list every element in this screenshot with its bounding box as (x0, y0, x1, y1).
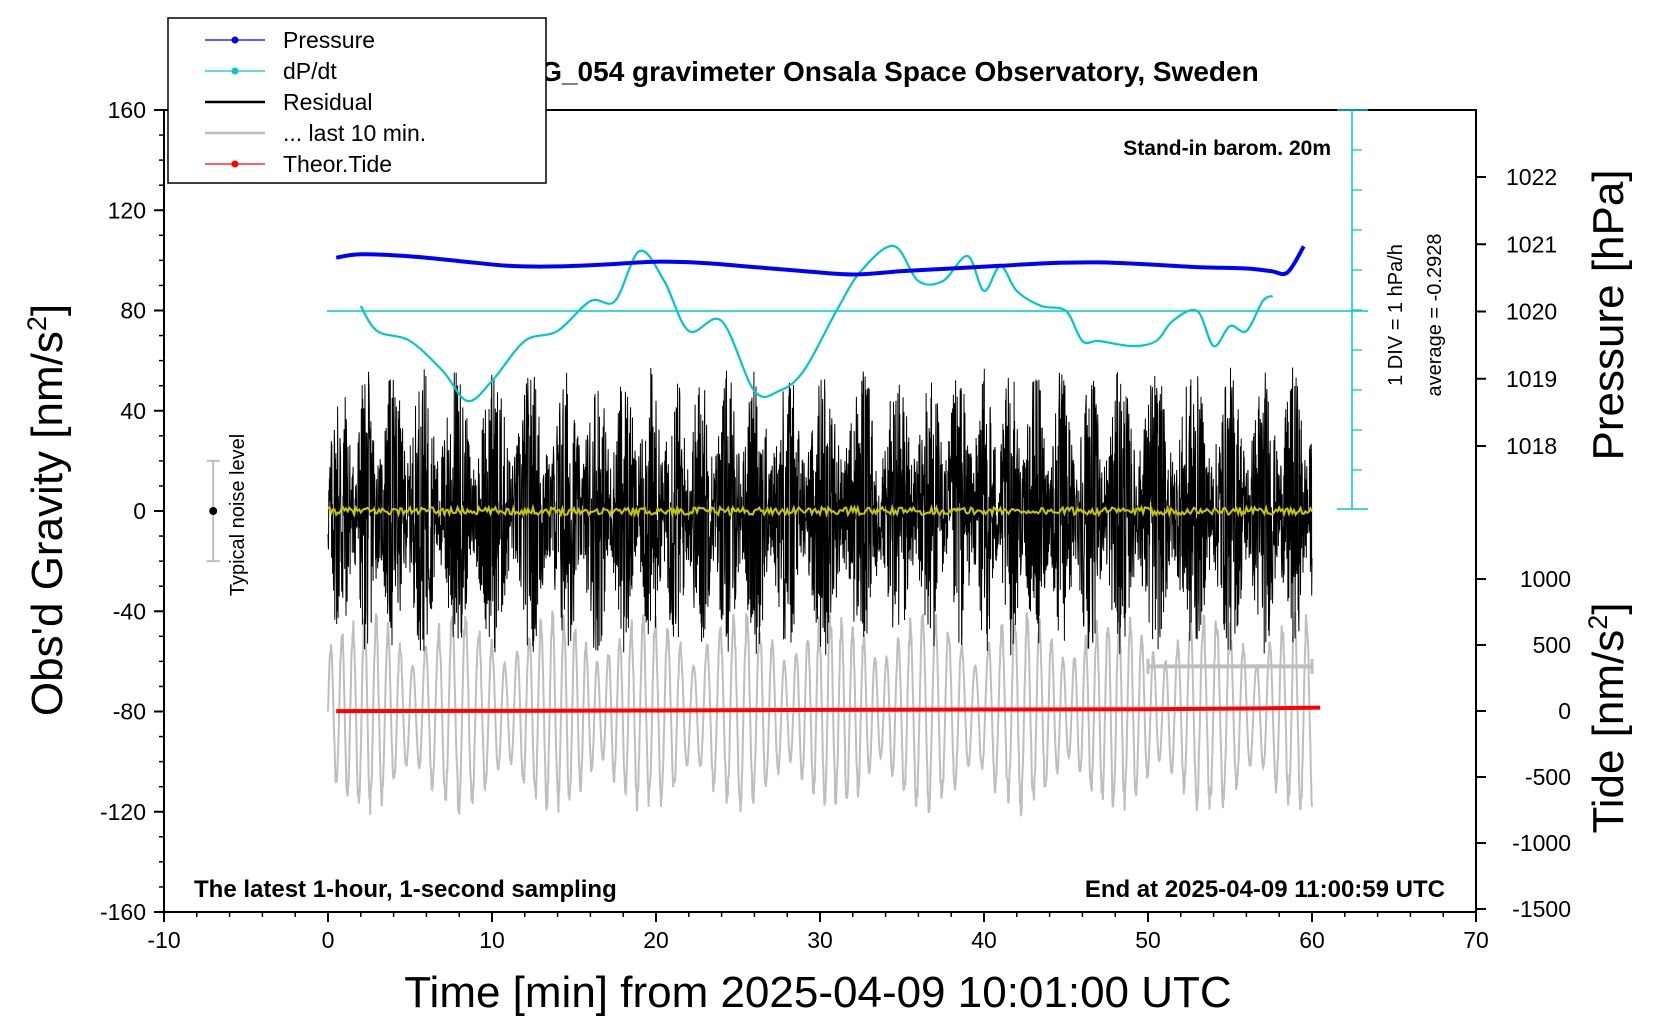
y-tick-label: -120 (100, 799, 146, 825)
barometer-note: Stand-in barom. 20m (1123, 137, 1331, 160)
tide-tick-label: -1000 (1512, 830, 1571, 856)
pressure-tick-label: 1022 (1506, 164, 1557, 190)
y-tick-label: 160 (108, 97, 146, 123)
legend-label: Residual (283, 89, 373, 115)
legend-item: ... last 10 min. (205, 120, 426, 146)
legend: Pressure dP/dt Residual ... last 10 min. The… (167, 17, 547, 184)
y-tick-label: 120 (108, 197, 146, 223)
legend-item: dP/dt (205, 58, 337, 84)
y-tick-label: -80 (113, 699, 146, 725)
legend-item: Pressure (205, 27, 375, 53)
legend-item: Residual (205, 89, 373, 115)
pressure-tick-label: 1020 (1506, 299, 1557, 325)
tide-tick-label: 500 (1533, 632, 1571, 658)
bottom-left-note: The latest 1-hour, 1-second sampling (194, 876, 617, 903)
dpdt-line (359, 244, 1274, 403)
tide-tick-label: 0 (1558, 698, 1571, 724)
y-axis-title-pressure: Pressure [hPa] (1584, 169, 1633, 460)
tide-tick-label: 1000 (1520, 566, 1571, 592)
tide-tick-label: -1500 (1512, 896, 1571, 922)
div-note: 1 DIV = 1 hPa/h (1385, 244, 1407, 386)
y-axis-title-tide: Tide [nm/s2] (1583, 602, 1633, 833)
legend-label: ... last 10 min. (283, 120, 426, 146)
x-tick-label: 20 (643, 927, 669, 953)
y-tick-label: 0 (133, 498, 146, 524)
tide-tick-label: -500 (1525, 764, 1571, 790)
smoothed-residual-line (327, 503, 1313, 519)
last-10-min-range (1146, 658, 1314, 674)
dpdt-scale (1337, 109, 1368, 510)
x-tick-label: 70 (1463, 927, 1489, 953)
pressure-tick-label: 1019 (1506, 366, 1557, 392)
noise-level-label: Typical noise level (227, 434, 249, 596)
bottom-right-note: End at 2025-04-09 11:00:59 UTC (1085, 876, 1445, 903)
y-tick-label: -160 (100, 899, 146, 925)
chart-title: SCG_054 gravimeter Onsala Space Observat… (501, 56, 1258, 87)
x-tick-label: 30 (807, 927, 833, 953)
x-tick-label: 50 (1135, 927, 1161, 953)
pressure-line (335, 245, 1306, 277)
average-note: average = -0.2928 (1424, 234, 1446, 397)
legend-label: Theor.Tide (283, 151, 392, 177)
x-tick-label: 60 (1299, 927, 1325, 953)
pressure-tick-label: 1018 (1506, 433, 1557, 459)
pressure-tick-label: 1021 (1506, 231, 1557, 257)
y-tick-label: -40 (113, 598, 146, 624)
x-tick-label: 0 (322, 927, 335, 953)
legend-label: Pressure (283, 27, 375, 53)
x-tick-label: -10 (147, 927, 180, 953)
legend-item: Theor.Tide (205, 151, 392, 177)
legend-label: dP/dt (283, 58, 337, 84)
x-tick-label: 40 (971, 927, 997, 953)
residual-line (327, 367, 1313, 656)
theoretical-tide-line (336, 705, 1321, 714)
x-tick-label: 10 (479, 927, 505, 953)
x-axis-title: Time [min] from 2025-04-09 10:01:00 UTC (404, 968, 1231, 1017)
y-tick-label: 40 (120, 398, 146, 424)
y-tick-label: 80 (120, 298, 146, 324)
y-axis-title-left: Obs'd Gravity [nm/s2] (22, 304, 72, 716)
noise-level-bar (206, 459, 220, 563)
